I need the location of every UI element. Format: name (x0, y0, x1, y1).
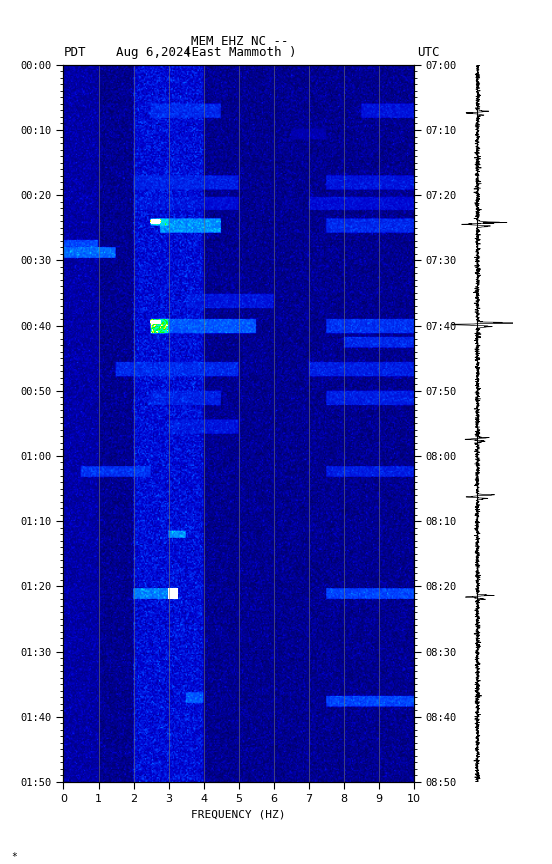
Text: MEM EHZ NC --: MEM EHZ NC -- (192, 35, 289, 48)
Text: PDT: PDT (63, 46, 86, 59)
Text: (East Mammoth ): (East Mammoth ) (184, 46, 296, 59)
Text: UTC: UTC (417, 46, 439, 59)
Text: *: * (11, 852, 17, 861)
Text: Aug 6,2024: Aug 6,2024 (116, 46, 191, 59)
X-axis label: FREQUENCY (HZ): FREQUENCY (HZ) (192, 810, 286, 819)
